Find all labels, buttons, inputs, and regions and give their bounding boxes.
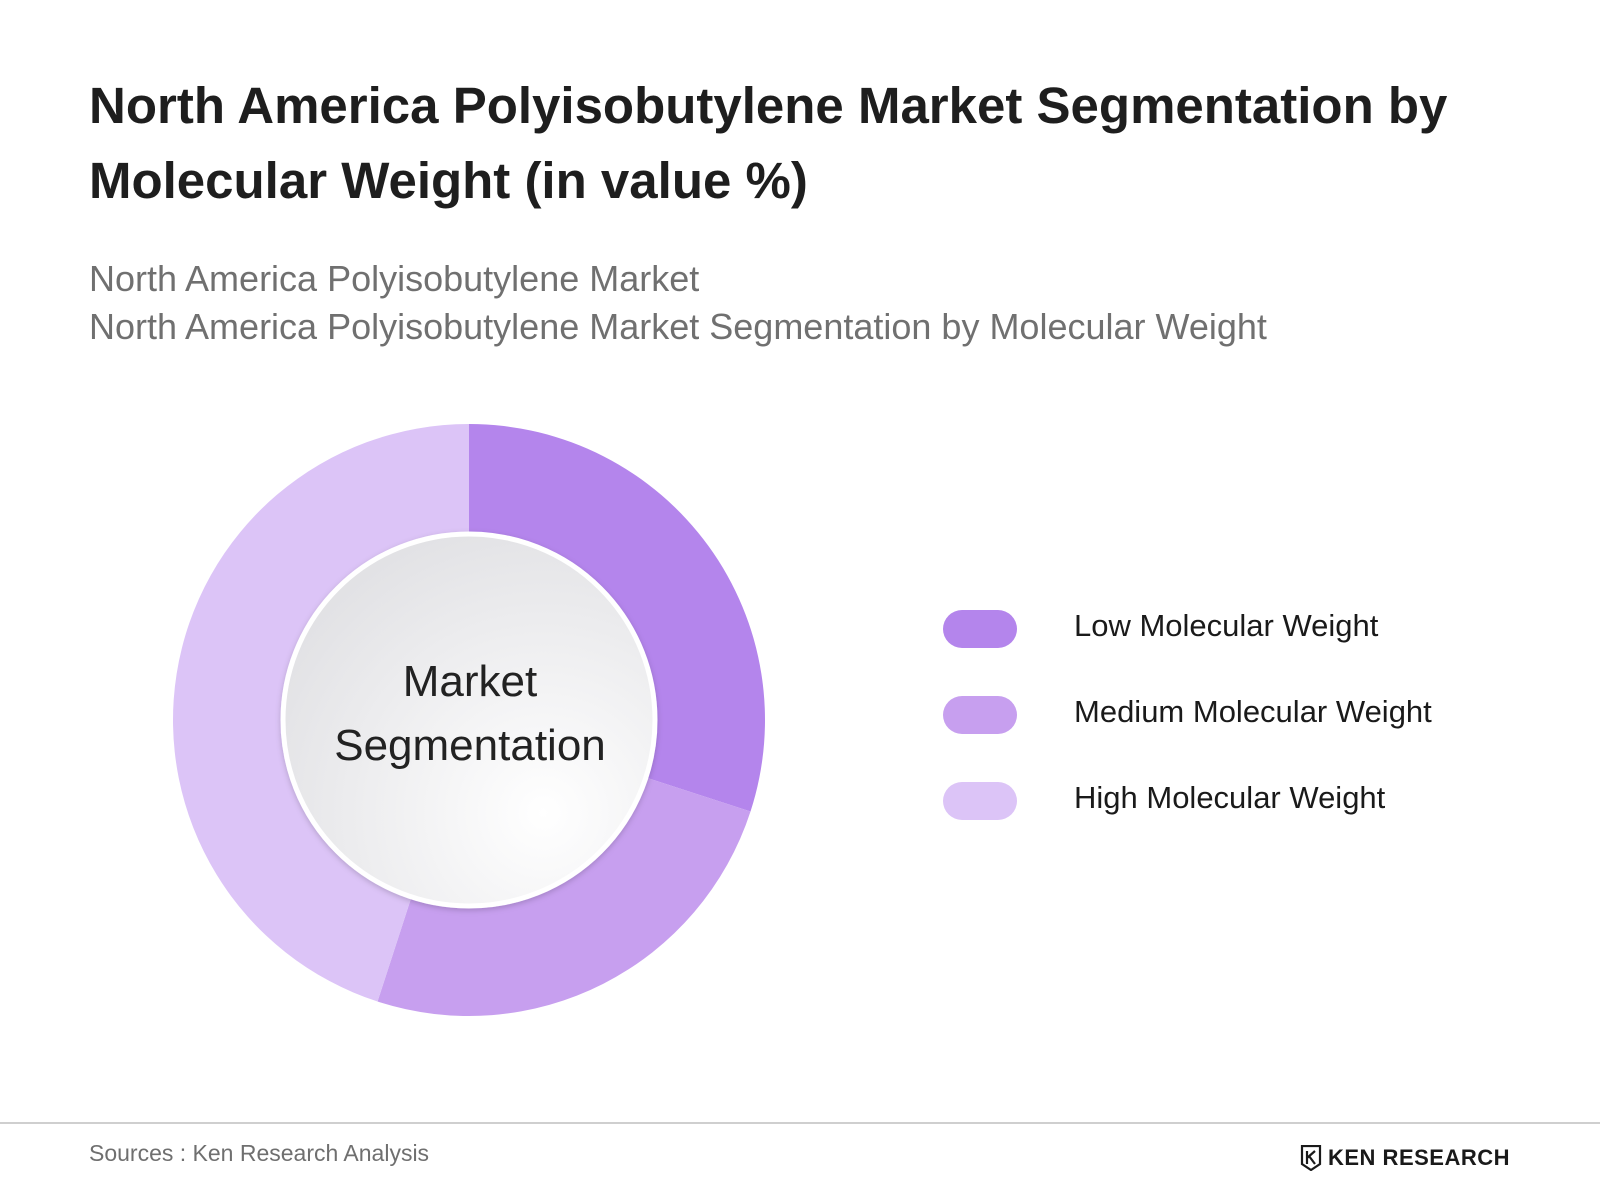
legend-label-medium: Medium Molecular Weight xyxy=(1074,694,1432,729)
legend-swatch-low xyxy=(943,610,1017,648)
subtitle-line-1: North America Polyisobutylene Market xyxy=(89,258,700,299)
center-label-line-1: Market xyxy=(402,657,538,706)
donut-slice-low xyxy=(469,424,765,812)
subtitle-line-2: North America Polyisobutylene Market Seg… xyxy=(89,306,1267,347)
legend-label-high: High Molecular Weight xyxy=(1074,780,1386,815)
donut-center-disc xyxy=(280,531,658,909)
chart-title: North America Polyisobutylene Market Seg… xyxy=(89,77,1448,209)
donut-slice-medium xyxy=(377,778,751,1017)
legend-swatch-high xyxy=(943,782,1017,820)
donut-slices xyxy=(172,424,765,1017)
donut-slice-high xyxy=(172,424,469,1002)
legend-label-low: Low Molecular Weight xyxy=(1074,608,1379,643)
ken-research-logo-icon xyxy=(1300,1145,1322,1171)
footer-divider xyxy=(0,1122,1600,1124)
brand-logo: KEN RESEARCH xyxy=(1300,1143,1510,1173)
legend-swatch-medium xyxy=(943,696,1017,734)
center-label-line-2: Segmentation xyxy=(334,721,606,770)
source-note: Sources : Ken Research Analysis xyxy=(89,1140,430,1166)
donut-center-label: Market Segmentation xyxy=(290,650,650,778)
brand-name: KEN RESEARCH xyxy=(1328,1145,1511,1170)
